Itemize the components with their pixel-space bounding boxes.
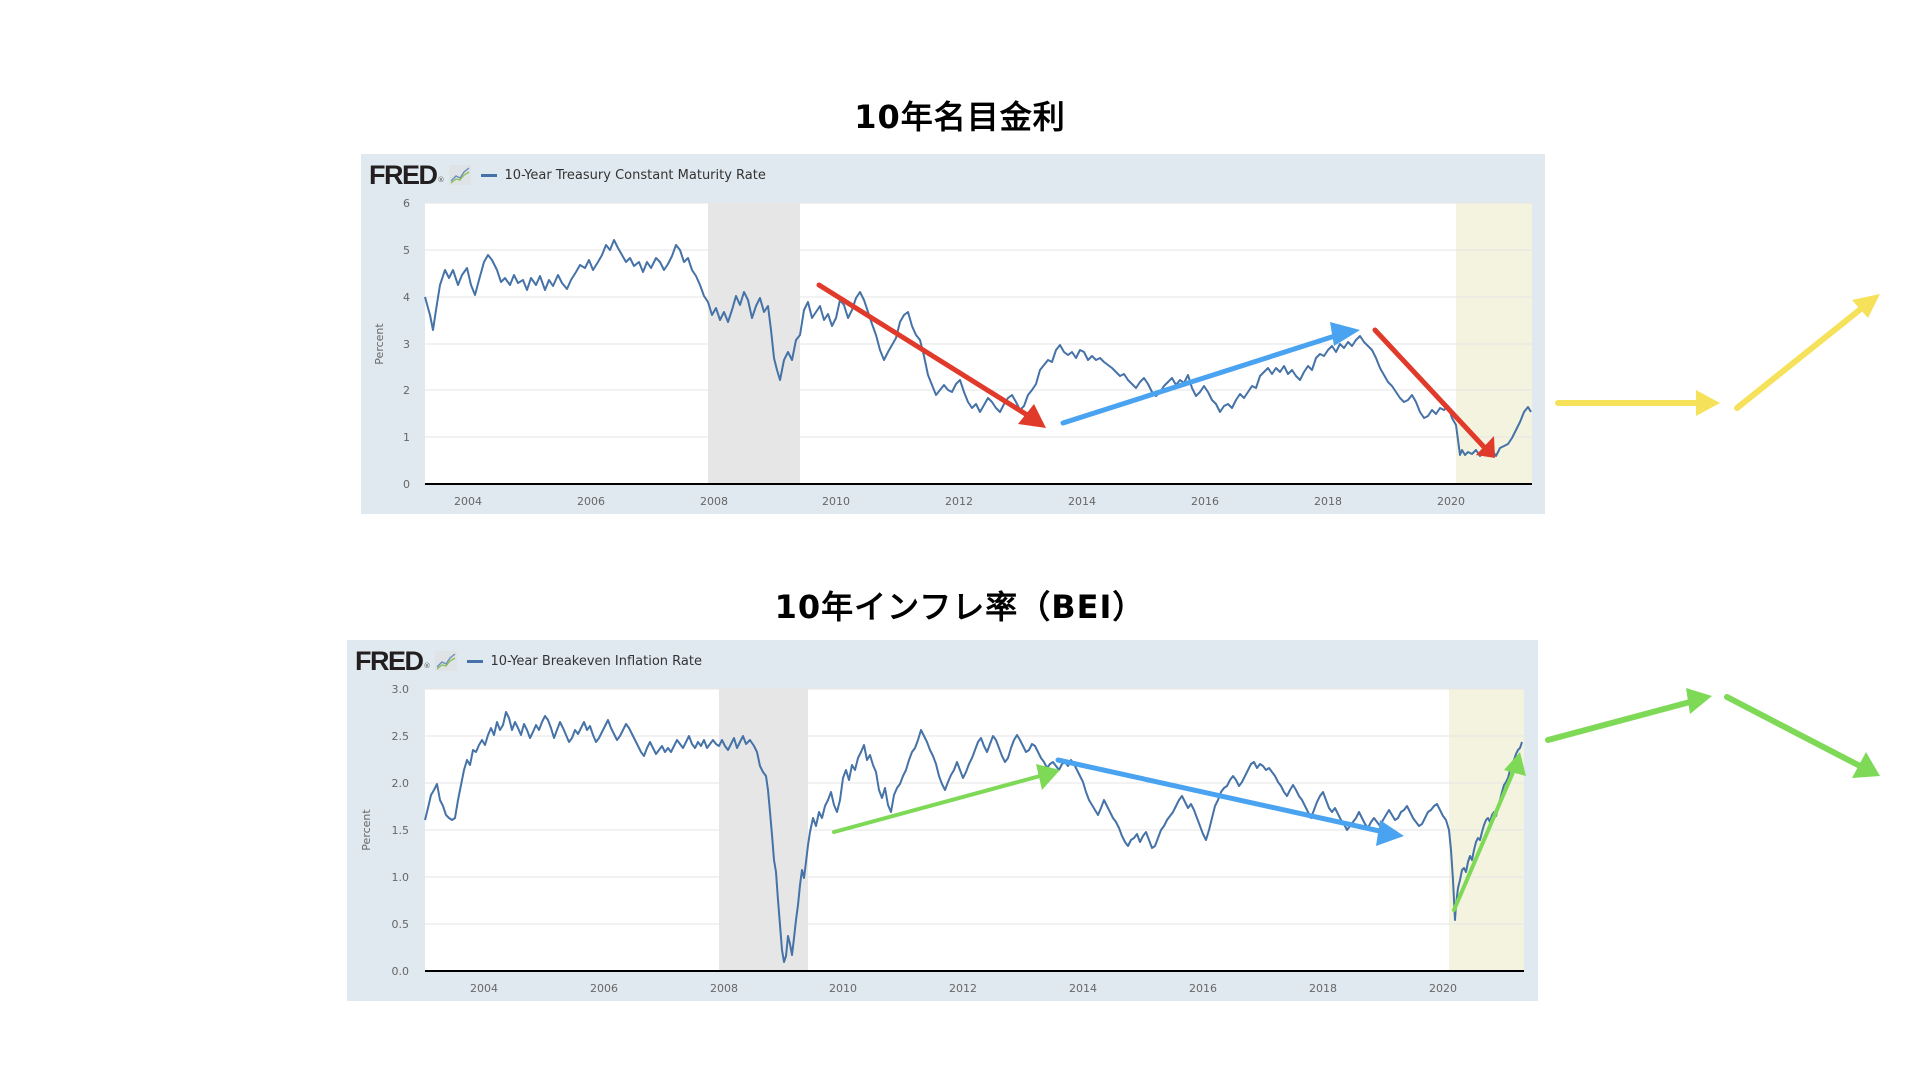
svg-text:2008: 2008 bbox=[700, 495, 728, 508]
annotation-arrows-bottom bbox=[832, 688, 1880, 912]
svg-text:2004: 2004 bbox=[454, 495, 482, 508]
y-axis-ticks: 0 1 2 3 4 5 6 bbox=[403, 197, 410, 491]
arrow-green-up-1 bbox=[832, 764, 1060, 834]
arrow-yellow-flat bbox=[1555, 390, 1720, 416]
registered-mark: ® bbox=[423, 662, 431, 670]
legend-label: 10-Year Breakeven Inflation Rate bbox=[490, 653, 703, 669]
svg-text:2010: 2010 bbox=[822, 495, 850, 508]
svg-text:2014: 2014 bbox=[1068, 495, 1096, 508]
fred-chart-icon bbox=[434, 651, 457, 671]
svg-text:3: 3 bbox=[403, 338, 410, 351]
arrow-green-up-outside bbox=[1545, 688, 1712, 743]
slide-title-bei: 10年インフレ率（BEI） bbox=[774, 588, 1146, 626]
series-line-treasury bbox=[424, 239, 1532, 457]
y-axis-label: Percent bbox=[373, 323, 386, 365]
svg-text:2006: 2006 bbox=[577, 495, 605, 508]
svg-text:2004: 2004 bbox=[470, 982, 498, 995]
fred-logo: FRED bbox=[355, 645, 424, 676]
svg-text:2018: 2018 bbox=[1314, 495, 1342, 508]
svg-text:5: 5 bbox=[403, 244, 410, 257]
svg-text:2016: 2016 bbox=[1189, 982, 1217, 995]
svg-text:1.0: 1.0 bbox=[392, 871, 410, 884]
chart-header: FRED ® 10-Year Treasury Constant Maturit… bbox=[369, 160, 766, 190]
fred-logo: FRED bbox=[369, 159, 438, 190]
svg-text:2.5: 2.5 bbox=[392, 730, 410, 743]
svg-text:3.0: 3.0 bbox=[392, 683, 410, 696]
arrow-green-up-2 bbox=[1452, 752, 1526, 912]
svg-text:2012: 2012 bbox=[945, 495, 973, 508]
y-axis-ticks: 0.0 0.5 1.0 1.5 2.0 2.5 3.0 bbox=[392, 683, 410, 978]
svg-text:0: 0 bbox=[403, 478, 410, 491]
legend-label: 10-Year Treasury Constant Maturity Rate bbox=[504, 167, 766, 183]
annotation-arrows-top bbox=[816, 282, 1880, 458]
svg-text:2008: 2008 bbox=[710, 982, 738, 995]
gridlines bbox=[425, 688, 1524, 925]
svg-text:2014: 2014 bbox=[1069, 982, 1097, 995]
registered-mark: ® bbox=[437, 176, 445, 184]
svg-text:4: 4 bbox=[403, 291, 410, 304]
svg-text:2018: 2018 bbox=[1309, 982, 1337, 995]
svg-text:2006: 2006 bbox=[590, 982, 618, 995]
svg-text:6: 6 bbox=[403, 197, 410, 210]
arrow-blue-down bbox=[1055, 757, 1404, 846]
arrow-green-down-outside bbox=[1724, 694, 1880, 778]
svg-text:2: 2 bbox=[403, 384, 410, 397]
svg-text:1.5: 1.5 bbox=[392, 824, 410, 837]
svg-text:2012: 2012 bbox=[949, 982, 977, 995]
y-axis-label: Percent bbox=[360, 809, 373, 851]
arrow-yellow-up bbox=[1734, 294, 1880, 411]
arrow-blue-up bbox=[1060, 322, 1360, 426]
fred-chart-icon bbox=[448, 165, 471, 185]
slide-title-nominal-rate: 10年名目金利 bbox=[854, 98, 1066, 136]
legend-swatch bbox=[480, 173, 497, 177]
svg-text:0.0: 0.0 bbox=[392, 965, 410, 978]
x-axis-ticks: 2004 2006 2008 2010 2012 2014 2016 2018 … bbox=[470, 982, 1457, 995]
legend-swatch bbox=[466, 659, 483, 663]
series-line-breakeven bbox=[424, 711, 1523, 963]
svg-text:2020: 2020 bbox=[1429, 982, 1457, 995]
arrow-red-down-2 bbox=[1372, 327, 1495, 458]
svg-text:2.0: 2.0 bbox=[392, 777, 410, 790]
svg-text:2020: 2020 bbox=[1437, 495, 1465, 508]
svg-text:1: 1 bbox=[403, 431, 410, 444]
arrow-red-down-1 bbox=[816, 282, 1046, 428]
x-axis-ticks: 2004 2006 2008 2010 2012 2014 2016 2018 … bbox=[454, 495, 1465, 508]
svg-text:2016: 2016 bbox=[1191, 495, 1219, 508]
svg-text:0.5: 0.5 bbox=[392, 918, 410, 931]
chart-header: FRED ® 10-Year Breakeven Inflation Rate bbox=[355, 646, 702, 676]
svg-text:2010: 2010 bbox=[829, 982, 857, 995]
